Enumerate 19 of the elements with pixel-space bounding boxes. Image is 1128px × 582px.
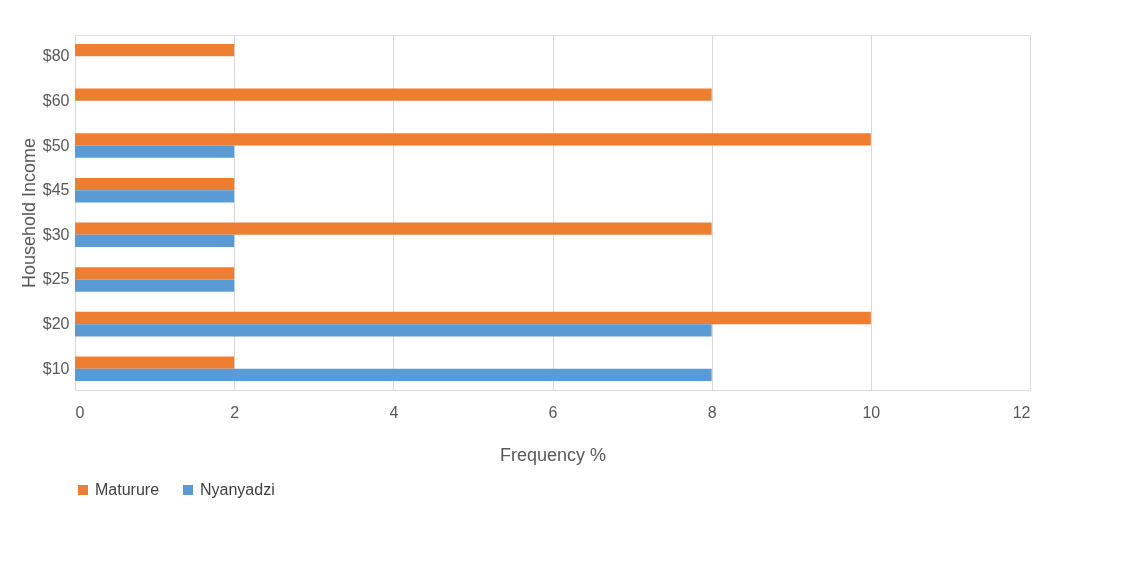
y-tick-label: $20 <box>42 315 70 333</box>
x-tick-label: 8 <box>707 403 717 421</box>
y-tick-label: $25 <box>42 270 70 288</box>
legend-label: Nyanyadzi <box>200 481 275 498</box>
y-tick-label: $80 <box>42 47 70 65</box>
x-tick-label: 12 <box>1012 403 1031 421</box>
x-axis-title: Frequency % <box>499 444 607 465</box>
x-tick-label: 6 <box>548 403 558 421</box>
y-tick-label: $60 <box>42 91 70 109</box>
y-tick-label: $30 <box>42 225 70 243</box>
x-tick-label: 0 <box>75 403 85 421</box>
x-tick-label: 10 <box>862 403 881 421</box>
y-tick-label: $45 <box>42 181 70 199</box>
y-axis-title: Household Income <box>18 137 39 289</box>
x-tick-label: 4 <box>389 403 399 421</box>
legend-label: Maturure <box>95 481 160 498</box>
y-tick-label: $50 <box>42 136 70 154</box>
x-tick-label: 2 <box>230 403 240 421</box>
y-tick-label: $10 <box>42 359 70 377</box>
